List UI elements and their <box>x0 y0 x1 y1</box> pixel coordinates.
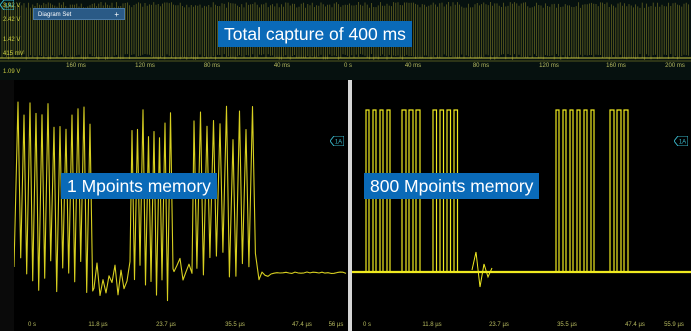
overview-strip: 3.92 V 2.42 V 1.42 V 415 mV 1.09 V Diagr… <box>0 0 691 80</box>
time-tick: 160 ms <box>66 63 86 69</box>
time-tick: 0 s <box>362 322 372 328</box>
time-tick: 47.4 µs <box>292 322 312 328</box>
waveform-1m <box>14 101 347 302</box>
time-tick: 55.9 µs <box>664 322 684 328</box>
channel-marker-icon[interactable]: 1A <box>0 0 14 10</box>
level-label: 415 mV <box>3 51 24 57</box>
time-tick: 0 s <box>343 63 353 69</box>
trace-800m-glitch <box>471 251 493 288</box>
time-tick: 47.4 µs <box>625 322 645 328</box>
channel-marker-icon[interactable]: 1A <box>674 136 688 146</box>
memory-callout-800m: 800 Mpoints memory <box>364 173 540 199</box>
total-capture-callout: Total capture of 400 ms <box>218 21 412 47</box>
level-label: 1.42 V <box>3 37 21 43</box>
waveform-800m <box>352 109 691 288</box>
time-tick: 40 ms <box>273 63 291 69</box>
time-tick: 80 ms <box>472 63 490 69</box>
time-tick: 23.7 µs <box>489 322 509 328</box>
channel-marker-label: 1A <box>335 140 342 146</box>
zoom-pane-1m: 1 Mpoints memory 0 s 11.8 µs 23.7 µs 35.… <box>14 82 348 331</box>
pane-divider[interactable] <box>348 80 352 331</box>
channel-marker-label: 1A <box>679 140 686 146</box>
add-diagram-icon[interactable]: + <box>114 10 119 19</box>
zoom-pane-800m: 800 Mpoints memory 0 s 11.8 µs 23.7 µs 3… <box>352 82 691 331</box>
time-tick: 35.5 µs <box>225 322 245 328</box>
time-tick: 23.7 µs <box>156 322 176 328</box>
channel-marker-label: 1A <box>5 4 12 10</box>
time-tick: 80 ms <box>203 63 221 69</box>
channel-marker-icon[interactable]: 1A <box>330 136 344 146</box>
memory-callout-1m: 1 Mpoints memory <box>61 173 217 199</box>
level-label: 1.09 V <box>3 69 21 75</box>
diagram-set-tab[interactable]: Diagram Set + <box>33 8 125 20</box>
time-tick: 56 µs <box>328 322 344 328</box>
time-tick: 11.8 µs <box>88 322 108 328</box>
time-tick: 11.8 µs <box>422 322 442 328</box>
time-tick: 160 ms <box>606 63 626 69</box>
time-tick: 40 ms <box>404 63 422 69</box>
diagram-set-label: Diagram Set <box>38 12 72 18</box>
time-tick: 35.5 µs <box>557 322 577 328</box>
level-label: 2.42 V <box>3 17 21 23</box>
time-tick: 0 s <box>27 322 37 328</box>
level-label: 3.92 V <box>3 3 21 9</box>
time-tick: 120 ms <box>539 63 559 69</box>
left-edge <box>0 80 14 331</box>
time-tick: 120 ms <box>135 63 155 69</box>
trace-1m <box>14 101 347 302</box>
time-tick: 200 ms <box>665 63 685 69</box>
